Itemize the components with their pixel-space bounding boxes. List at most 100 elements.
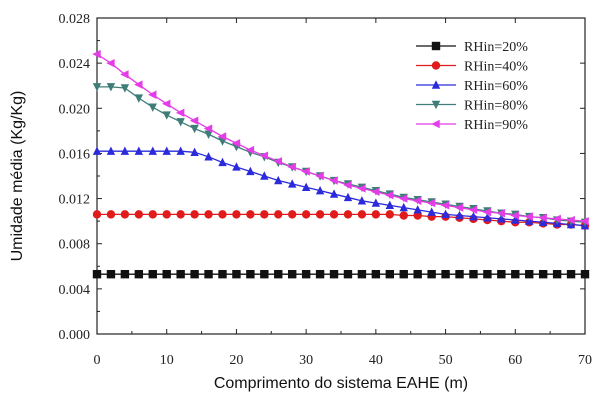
data-point [162, 99, 171, 108]
data-point [511, 215, 520, 224]
data-point [162, 210, 171, 219]
data-point [357, 196, 367, 205]
data-point [106, 269, 116, 279]
data-point [427, 269, 436, 279]
data-point [357, 269, 367, 279]
data-point [455, 269, 464, 279]
data-point [552, 214, 561, 224]
data-point [92, 49, 101, 59]
legend-label: RHin=20% [464, 40, 528, 55]
data-point [246, 210, 255, 219]
data-point [203, 124, 213, 133]
data-point [538, 213, 547, 222]
data-point [412, 196, 422, 206]
x-tick-label: 60 [508, 353, 522, 368]
x-tick-label: 40 [369, 353, 383, 368]
data-point [162, 269, 171, 279]
data-point [120, 84, 130, 93]
data-point [343, 192, 353, 202]
legend-label: RHin=60% [464, 79, 528, 94]
data-point [315, 171, 324, 181]
data-point [162, 146, 171, 155]
data-point [106, 58, 115, 68]
x-tick-label: 0 [94, 353, 101, 368]
data-point [204, 130, 213, 139]
data-point [189, 116, 199, 125]
data-point [120, 70, 129, 79]
data-point [218, 157, 227, 167]
legend-label: RHin=90% [464, 118, 528, 133]
data-point [190, 147, 199, 156]
y-tick-label: 0.016 [59, 147, 91, 162]
data-point [232, 210, 241, 219]
data-point [134, 146, 144, 155]
data-point [580, 269, 590, 279]
data-point [218, 269, 227, 279]
data-point [511, 269, 520, 279]
data-point [92, 210, 102, 219]
data-point [260, 210, 269, 219]
data-point [120, 210, 130, 219]
data-point [106, 146, 116, 155]
legend: RHin=20% RHin=40% RHin=60% RHin=80% RHin=90% [416, 40, 528, 133]
data-point [176, 210, 185, 219]
data-point [329, 210, 339, 219]
data-point [441, 269, 450, 279]
data-point [217, 132, 227, 141]
data-point [190, 269, 199, 279]
data-point [357, 210, 367, 219]
y-tick-label: 0.000 [59, 328, 91, 343]
x-tick-label: 10 [160, 353, 174, 368]
data-point [134, 210, 144, 219]
data-point [134, 269, 144, 279]
data-point [469, 269, 478, 279]
data-point [134, 94, 144, 103]
data-point [399, 269, 408, 279]
data-point [204, 210, 213, 219]
data-point [218, 210, 227, 219]
data-point [274, 175, 283, 185]
data-point [468, 205, 478, 215]
data-point [357, 184, 366, 193]
data-point [441, 209, 450, 219]
data-point [329, 269, 339, 279]
data-point [273, 157, 282, 166]
data-point [427, 207, 436, 216]
data-point [120, 146, 130, 155]
legend-marker [431, 80, 441, 89]
legend-entry: RHin=80% [416, 99, 528, 114]
data-point [259, 151, 269, 160]
data-point [148, 269, 157, 279]
x-axis: 0 10 20 30 40 50 60 70 [94, 18, 592, 368]
data-point [385, 269, 394, 279]
y-tick-label: 0.004 [59, 283, 91, 298]
data-point [92, 269, 102, 279]
data-point [274, 269, 283, 279]
data-point [371, 210, 381, 219]
data-point [148, 146, 157, 155]
data-point [510, 211, 519, 220]
data-point [106, 83, 116, 92]
legend-marker [431, 100, 441, 110]
data-point [120, 269, 130, 279]
data-point [246, 166, 255, 176]
legend-marker [431, 41, 441, 51]
data-point [385, 190, 394, 200]
legend-entry: RHin=60% [416, 79, 528, 94]
data-point [329, 189, 339, 198]
legend-entry: RHin=20% [416, 40, 528, 55]
series-1 [92, 269, 590, 279]
data-point [483, 213, 492, 222]
data-point [525, 269, 534, 279]
series-3 [92, 146, 590, 230]
data-point [288, 210, 297, 219]
legend-label: RHin=80% [464, 99, 528, 114]
data-point [399, 211, 408, 220]
data-point [231, 139, 241, 148]
data-point [106, 210, 116, 219]
series-5 [92, 49, 589, 226]
data-point [190, 210, 199, 219]
data-point [413, 205, 422, 214]
data-point [260, 171, 269, 180]
data-point [246, 269, 255, 279]
